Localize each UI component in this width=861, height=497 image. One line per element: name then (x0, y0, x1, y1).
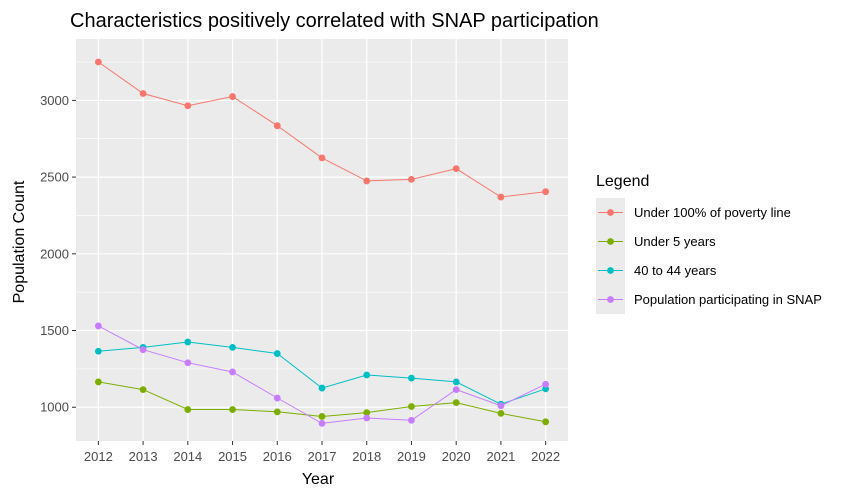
x-axis-title: Year (302, 471, 335, 488)
legend-item: Population participating in SNAP (596, 285, 822, 314)
y-tick-label: 1000 (40, 400, 69, 415)
legend-label: Under 5 years (634, 234, 716, 249)
x-tick-label: 2018 (352, 449, 381, 464)
data-point (318, 419, 326, 427)
series-points (94, 58, 550, 427)
x-tick-label: 2019 (397, 449, 426, 464)
data-point (139, 90, 147, 97)
x-tick-label: 2017 (308, 449, 337, 464)
y-axis: 1000 1500 2000 2500 3000 (40, 93, 76, 415)
y-tick-label: 2000 (40, 246, 69, 261)
x-tick-label: 2014 (173, 449, 202, 464)
data-point (94, 322, 102, 330)
data-point (408, 175, 415, 183)
data-point (452, 386, 460, 393)
legend-label: 40 to 44 years (634, 263, 717, 278)
x-tick-label: 2021 (486, 449, 515, 464)
legend-item: Under 5 years (596, 227, 716, 256)
data-point (542, 380, 550, 388)
data-point (229, 368, 236, 376)
major-gridlines (76, 39, 568, 441)
legend-key-point (607, 209, 614, 216)
data-point (184, 102, 192, 110)
legend-item: Under 100% of poverty line (596, 198, 791, 227)
data-point (139, 346, 147, 354)
legend-key-point (607, 238, 614, 245)
data-point (542, 418, 550, 426)
legend-key-point (607, 267, 614, 274)
data-point (273, 350, 281, 357)
data-point (184, 338, 192, 346)
data-point (229, 93, 236, 100)
x-axis: 2012 2013 2014 2015 2016 2017 2018 2019 2020 2021… (84, 441, 560, 464)
data-point (363, 177, 371, 185)
data-point (452, 399, 460, 407)
x-tick-label: 2013 (129, 449, 158, 464)
data-point (497, 402, 505, 410)
data-point (497, 193, 505, 201)
data-point (452, 165, 460, 173)
y-tick-label: 1500 (40, 323, 69, 338)
legend-item: 40 to 44 years (596, 256, 717, 285)
data-point (94, 58, 102, 66)
y-tick-label: 2500 (40, 170, 69, 185)
data-point (139, 386, 147, 393)
data-point (452, 378, 460, 386)
x-tick-label: 2015 (218, 449, 247, 464)
data-point (318, 154, 326, 162)
x-tick-label: 2020 (442, 449, 471, 464)
data-point (497, 409, 505, 417)
y-tick-label: 3000 (40, 93, 69, 108)
legend: Under 100% of poverty line Under 5 years 4… (596, 198, 822, 314)
data-point (318, 413, 326, 420)
legend-title: Legend (596, 173, 649, 190)
x-tick-label: 2012 (84, 449, 113, 464)
data-point (408, 403, 415, 410)
data-point (184, 359, 192, 367)
legend-label: Population participating in SNAP (634, 292, 822, 307)
data-point (542, 188, 550, 196)
data-point (273, 408, 281, 416)
data-point (229, 406, 236, 413)
legend-label: Under 100% of poverty line (634, 205, 791, 220)
data-point (318, 384, 326, 392)
data-point (408, 374, 415, 382)
data-point (94, 347, 102, 355)
data-point (229, 344, 236, 351)
data-point (184, 406, 192, 413)
data-point (363, 371, 371, 379)
x-tick-label: 2016 (263, 449, 292, 464)
y-axis-title: Population Count (11, 180, 28, 303)
chart-title: Characteristics positively correlated wi… (70, 10, 599, 32)
x-tick-label: 2022 (531, 449, 560, 464)
data-point (273, 122, 281, 130)
legend-key-point (607, 296, 614, 303)
data-point (273, 394, 281, 402)
data-point (363, 414, 371, 422)
data-point (94, 378, 102, 386)
data-point (408, 416, 415, 424)
data-point (363, 409, 371, 417)
